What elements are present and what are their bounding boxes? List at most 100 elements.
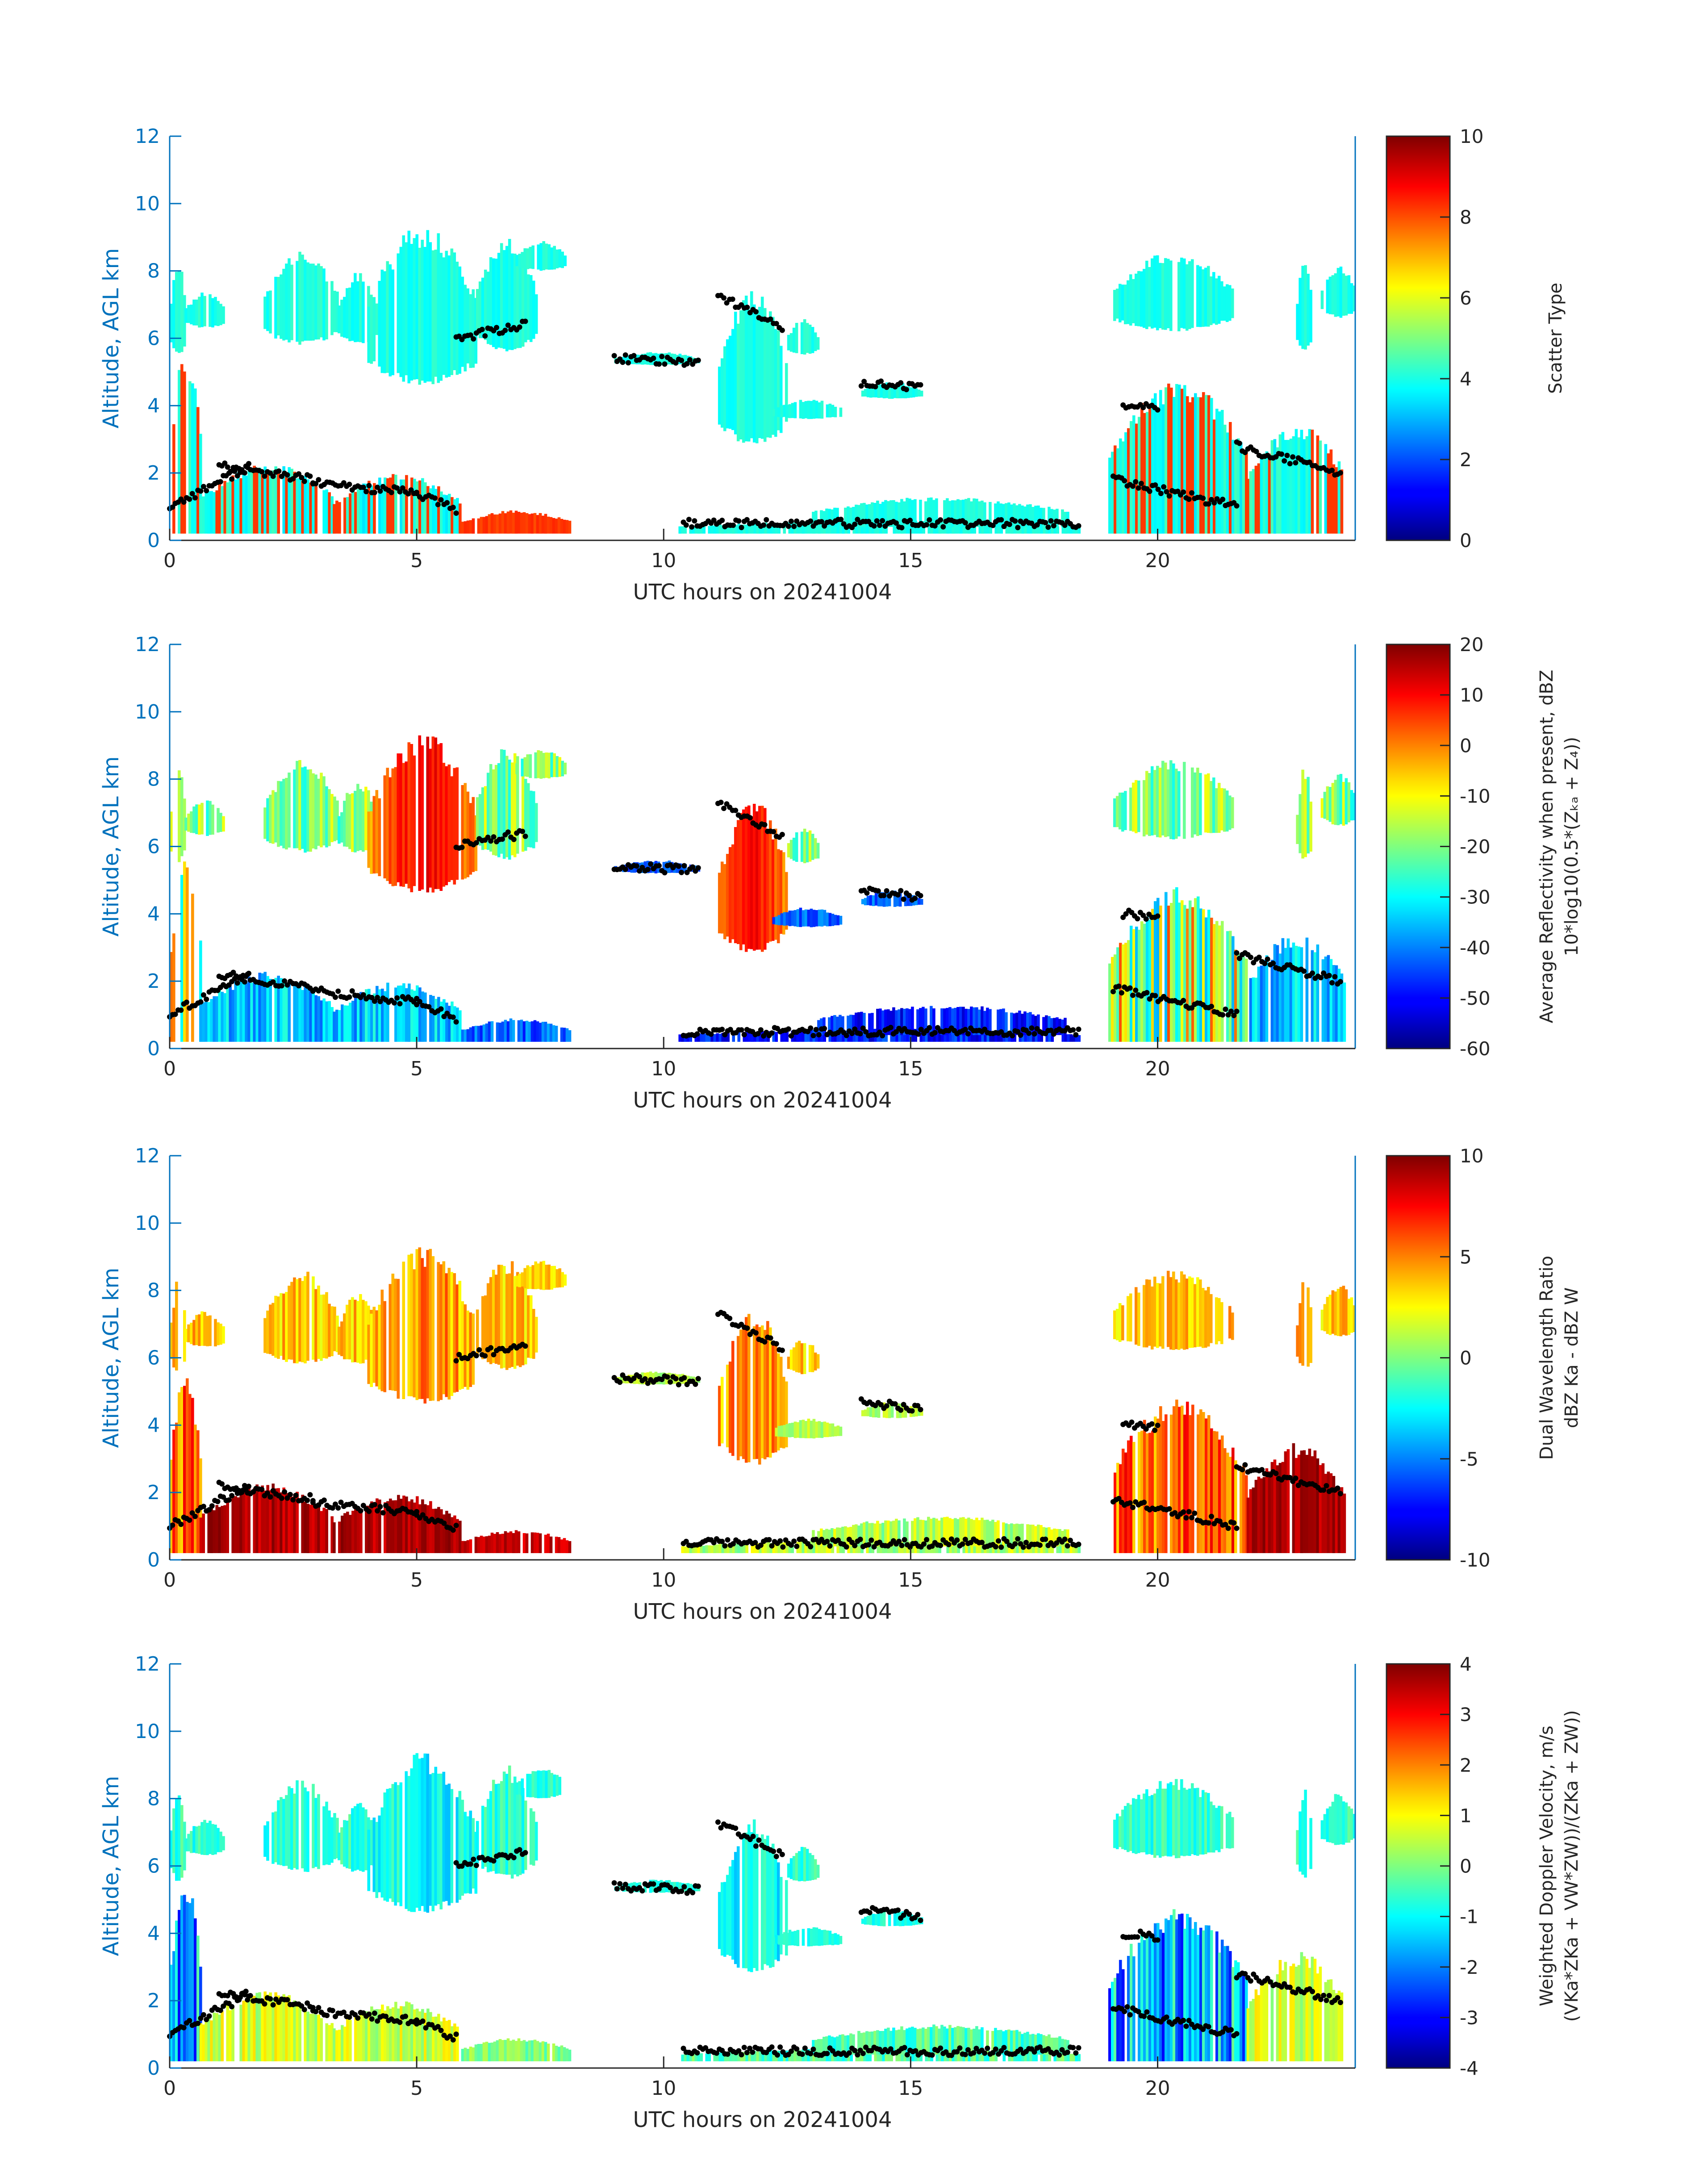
data-column (367, 1325, 371, 1384)
cloud-base-marker (899, 525, 905, 531)
data-column (1118, 284, 1122, 322)
data-column (869, 1914, 873, 1925)
data-column (989, 502, 992, 527)
data-column (359, 1803, 362, 1871)
data-column (207, 491, 210, 534)
data-column (710, 1033, 714, 1042)
data-column (455, 262, 459, 375)
data-column (981, 1517, 984, 1546)
data-column (1353, 1305, 1356, 1332)
data-column (1273, 439, 1277, 534)
data-column (1278, 953, 1282, 1042)
data-column (282, 1994, 285, 2061)
data-column (729, 1544, 732, 1553)
cloud-base-marker (932, 523, 938, 529)
data-column (1119, 1464, 1122, 1553)
cloud-base-marker (695, 357, 701, 363)
data-column (1175, 384, 1178, 534)
data-column (516, 756, 519, 854)
cloud-base-marker (744, 517, 750, 522)
data-column (474, 1832, 478, 1894)
data-column (1207, 1415, 1211, 1553)
cloud-base-marker (482, 333, 488, 339)
cloud-base-marker (1181, 2018, 1186, 2023)
data-column (1202, 392, 1205, 534)
data-column (317, 1794, 320, 1869)
data-column (713, 1034, 716, 1042)
data-column (269, 794, 272, 843)
cloud-base-marker (511, 1855, 517, 1860)
data-column (442, 1772, 446, 1902)
cloud-base-marker (215, 1499, 221, 1504)
data-column (424, 2013, 427, 2061)
cloud-base-marker (219, 1481, 225, 1487)
data-column (320, 1511, 323, 1553)
cloud-base-marker (898, 1407, 904, 1413)
data-column (490, 1533, 494, 1553)
data-column (537, 244, 540, 270)
data-column (1329, 1979, 1333, 2061)
data-column (828, 403, 832, 418)
data-column (558, 1268, 561, 1287)
cloud-base-marker (721, 806, 727, 811)
data-column (743, 1544, 746, 1553)
data-column (484, 786, 487, 849)
cloud-base-marker (727, 1316, 733, 1321)
data-column (488, 1535, 491, 1553)
data-column (887, 2027, 890, 2055)
data-column (534, 752, 537, 778)
data-column (1273, 944, 1277, 1042)
data-column (1242, 957, 1245, 1042)
data-column (815, 401, 819, 418)
data-column (756, 2052, 759, 2061)
data-column (857, 1525, 860, 1546)
data-column (863, 1522, 866, 1546)
cloud-base-marker (1012, 1541, 1018, 1547)
data-column (1212, 1431, 1216, 1553)
data-column (852, 1030, 856, 1042)
data-column (453, 252, 456, 370)
data-column (915, 896, 918, 905)
data-column (965, 1518, 968, 1546)
data-column (1257, 1995, 1261, 2061)
data-column (394, 767, 397, 886)
data-column (1324, 1474, 1328, 1553)
cloud-base-marker (708, 1031, 714, 1037)
data-column (525, 2041, 529, 2061)
cloud-base-marker (1228, 2027, 1234, 2033)
data-column (1021, 1014, 1024, 1035)
data-column (213, 996, 216, 1042)
data-column (261, 2000, 264, 2061)
data-column (521, 1788, 525, 1874)
data-column (793, 402, 797, 418)
data-column (472, 1026, 475, 1042)
data-column (434, 1767, 438, 1906)
data-column (742, 809, 745, 944)
data-column (1327, 1471, 1330, 1553)
data-column (872, 386, 875, 397)
data-column (509, 510, 513, 534)
cloud-base-marker (488, 838, 494, 844)
data-column (756, 1031, 759, 1042)
data-column (247, 1998, 251, 2061)
data-column (779, 346, 783, 433)
cloud-base-marker (875, 888, 881, 894)
data-column (312, 1784, 315, 1868)
data-column (1161, 1276, 1165, 1349)
data-column (521, 1272, 524, 1287)
data-column (1308, 1968, 1311, 2061)
data-column (415, 1249, 419, 1400)
cloud-base-marker (230, 969, 236, 975)
cloud-base-marker (863, 1029, 869, 1035)
data-column (1225, 1813, 1229, 1848)
colorbar-label: dBZ Ka - dBZ W (1562, 1287, 1582, 1428)
cloud-base-marker (777, 1538, 783, 1544)
data-column (817, 2039, 820, 2055)
data-column (1056, 509, 1059, 527)
data-column (437, 486, 440, 534)
data-column (887, 501, 890, 527)
data-column (549, 517, 553, 534)
data-column (388, 264, 392, 376)
data-column (1002, 1543, 1006, 1553)
data-column (1335, 1487, 1338, 1553)
